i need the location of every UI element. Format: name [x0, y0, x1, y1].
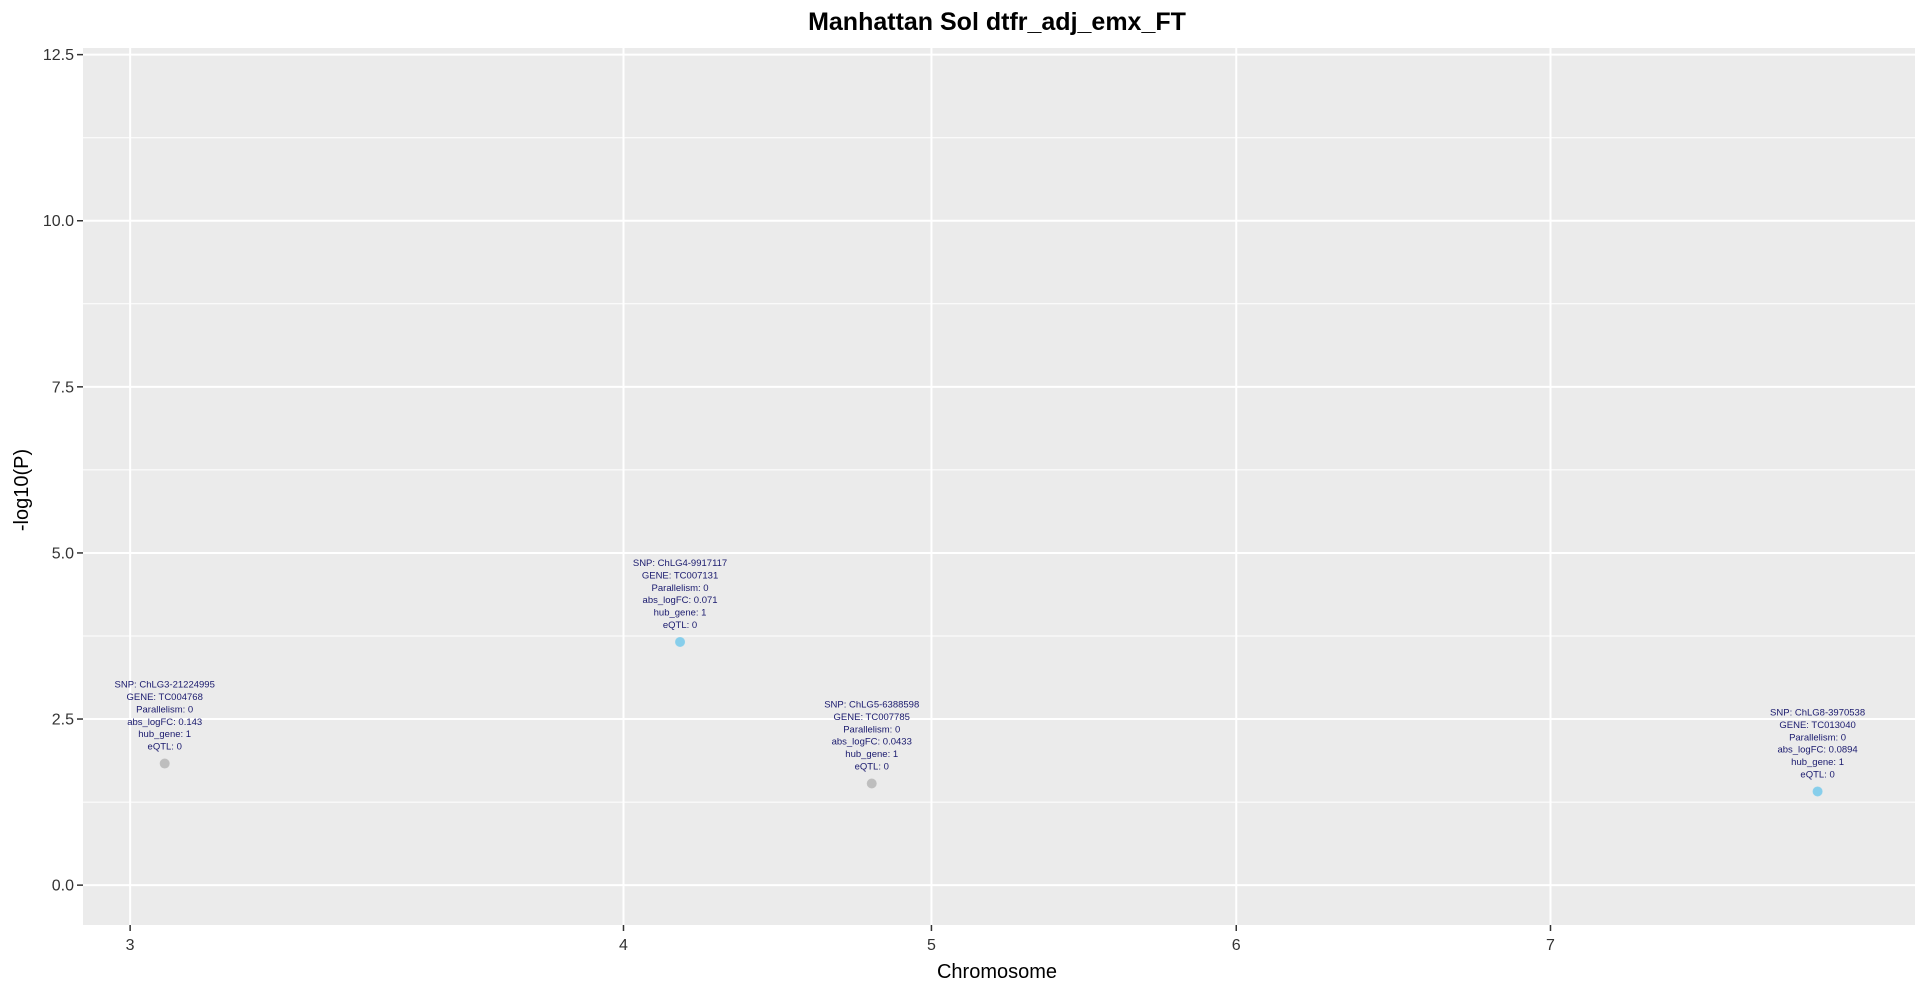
annotation-line: GENE: TC007131	[642, 570, 718, 581]
grid-minor	[83, 137, 1915, 803]
annotation-line: SNP: ChLG4-9917117	[633, 558, 727, 569]
y-axis-title: -log10(P)	[11, 449, 33, 531]
data-point	[1812, 786, 1823, 797]
x-axis-title: Chromosome	[937, 961, 1057, 983]
data-point	[159, 758, 170, 769]
annotation-line: Parallelism: 0	[843, 724, 900, 735]
data-points	[159, 636, 1823, 797]
y-tick-label: 10.0	[43, 213, 74, 230]
annotation-line: eQTL: 0	[855, 761, 889, 772]
plot-panel	[83, 48, 1915, 925]
point-annotation: SNP: ChLG3-21224995 GENE: TC004768 Paralle…	[115, 680, 215, 753]
x-tick-label: 7	[1546, 937, 1555, 954]
y-tick-label: 0.0	[52, 878, 74, 895]
annotation-line: abs_logFC: 0.071	[643, 595, 718, 606]
point-annotation: SNP: ChLG4-9917117 GENE: TC007131 Parallel…	[633, 558, 727, 631]
annotation-line: hub_gene: 1	[654, 608, 707, 619]
point-annotations: SNP: ChLG3-21224995 GENE: TC004768 Paralle…	[115, 558, 1866, 780]
annotation-line: eQTL: 0	[148, 742, 182, 753]
annotation-line: Parallelism: 0	[652, 583, 709, 594]
data-point	[866, 778, 877, 789]
annotation-line: SNP: ChLG3-21224995	[115, 680, 215, 691]
annotation-line: abs_logFC: 0.0433	[832, 737, 912, 748]
annotation-line: eQTL: 0	[1800, 769, 1834, 780]
annotation-line: SNP: ChLG8-3970538	[1770, 707, 1865, 718]
chart-title: Manhattan Sol dtfr_adj_emx_FT	[808, 8, 1186, 36]
point-annotation: SNP: ChLG8-3970538 GENE: TC013040 Parallel…	[1770, 707, 1865, 780]
annotation-line: abs_logFC: 0.0894	[1777, 745, 1857, 756]
grid-major	[83, 48, 1915, 925]
annotation-line: SNP: ChLG5-6388598	[824, 699, 919, 710]
annotation-line: Parallelism: 0	[1789, 732, 1846, 743]
point-annotation: SNP: ChLG5-6388598 GENE: TC007785 Parallel…	[824, 699, 919, 772]
x-tick-label: 5	[927, 937, 936, 954]
annotation-line: GENE: TC007785	[834, 712, 910, 723]
data-point	[675, 636, 686, 647]
x-tick-label: 6	[1232, 937, 1241, 954]
y-axis: 0.0 2.5 5.0 7.5 10.0 12.5	[43, 47, 83, 895]
annotation-line: hub_gene: 1	[138, 729, 191, 740]
x-tick-label: 3	[126, 937, 135, 954]
annotation-line: hub_gene: 1	[845, 749, 898, 760]
y-tick-label: 7.5	[52, 379, 74, 396]
y-tick-label: 12.5	[43, 47, 74, 64]
annotation-line: abs_logFC: 0.143	[127, 717, 202, 728]
annotation-line: eQTL: 0	[663, 620, 697, 631]
annotation-line: GENE: TC013040	[1779, 720, 1855, 731]
annotation-line: hub_gene: 1	[1791, 757, 1844, 768]
annotation-line: GENE: TC004768	[126, 692, 202, 703]
annotation-line: Parallelism: 0	[136, 704, 193, 715]
y-tick-label: 2.5	[52, 712, 74, 729]
y-tick-label: 5.0	[52, 545, 74, 562]
x-tick-label: 4	[619, 937, 628, 954]
x-axis: 3 4 5 6 7	[126, 925, 1555, 954]
